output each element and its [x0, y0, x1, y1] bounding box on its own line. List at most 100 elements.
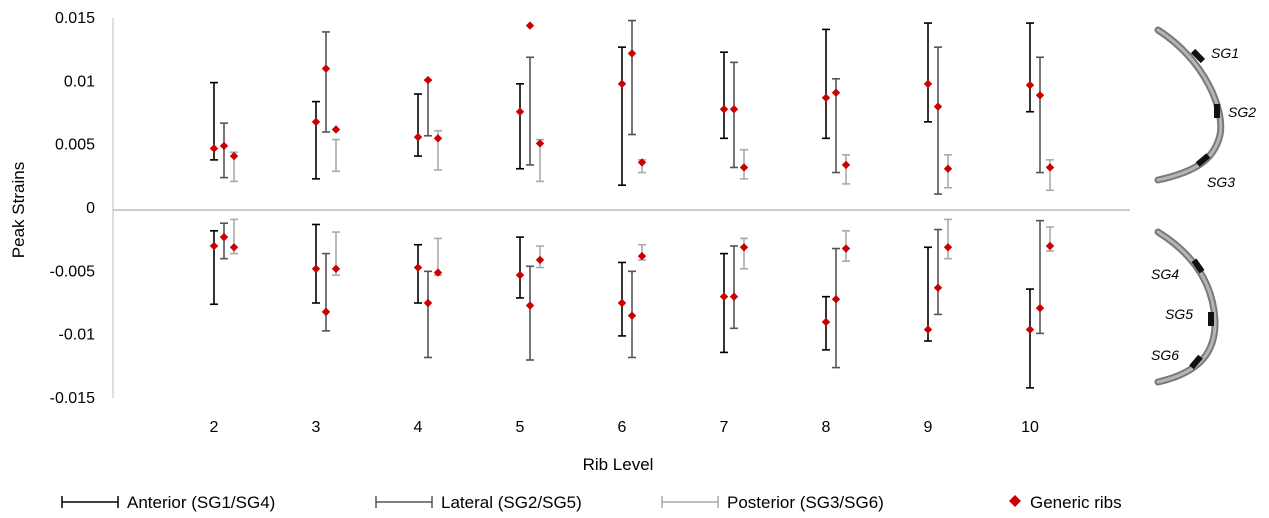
generic-rib-point: [331, 125, 341, 134]
generic-rib-point: [1045, 163, 1055, 172]
generic-rib-point: [739, 243, 749, 252]
generic-rib-point: [923, 79, 933, 89]
y-tick-label: -0.01: [59, 327, 96, 344]
y-tick-labels: 0.015 0.01 0.005 0 -0.005 -0.01 -0.015: [50, 10, 95, 407]
generic-rib-point: [1035, 91, 1045, 100]
anterior-error-bar-positive: [414, 93, 422, 157]
x-tick-label: 8: [822, 419, 831, 436]
y-tick-label: 0: [86, 200, 95, 217]
lateral-error-bar-positive: [220, 122, 228, 179]
lateral-error-bar-positive: [424, 79, 432, 137]
anterior-error-bar-positive: [312, 100, 320, 180]
lateral-error-bar-positive: [526, 56, 534, 166]
generic-rib-point: [209, 144, 219, 153]
posterior-error-bar-negative: [740, 237, 748, 270]
lateral-error-bar-positive: [1036, 56, 1044, 174]
legend-item-anterior: Anterior (SG1/SG4): [61, 493, 275, 512]
generic-rib-point: [933, 283, 943, 292]
posterior-error-bar-negative: [944, 218, 952, 260]
lateral-error-bar-positive: [934, 46, 942, 195]
sg3-gauge-marker: [1195, 153, 1211, 167]
generic-rib-point: [311, 264, 321, 273]
legend-label-anterior: Anterior (SG1/SG4): [127, 493, 275, 512]
generic-rib-point: [729, 105, 739, 114]
generic-rib-point: [515, 107, 525, 116]
y-tick-label: 0.015: [55, 10, 95, 27]
generic-rib-point: [433, 268, 443, 277]
anterior-error-bar-positive: [618, 46, 626, 186]
legend-item-lateral: Lateral (SG2/SG5): [375, 493, 582, 512]
y-tick-label: -0.015: [50, 390, 95, 407]
x-tick-label: 4: [414, 419, 423, 436]
generic-rib-point: [229, 151, 239, 161]
anterior-error-bar-negative: [516, 236, 524, 299]
lateral-error-bar-negative: [322, 252, 330, 332]
sg6-gauge-marker: [1189, 354, 1203, 370]
sg5-gauge-marker: [1208, 312, 1214, 326]
generic-rib-point: [933, 102, 943, 111]
y-tick-label: 0.005: [55, 137, 95, 154]
legend-label-lateral: Lateral (SG2/SG5): [441, 493, 582, 512]
generic-rib-point: [831, 295, 841, 304]
generic-rib-point: [841, 244, 851, 253]
generic-rib-point: [739, 163, 749, 172]
generic-rib-point: [627, 49, 637, 58]
legend-label-generic-ribs: Generic ribs: [1030, 493, 1122, 512]
anterior-error-bar-positive: [1026, 22, 1034, 113]
x-tick-label: 2: [210, 419, 219, 436]
generic-rib-point: [525, 21, 535, 30]
sg2-label: SG2: [1228, 104, 1256, 120]
y-tick-label: -0.005: [50, 263, 95, 280]
generic-rib-point: [321, 64, 331, 73]
generic-rib-point: [831, 88, 841, 97]
generic-rib-point: [423, 75, 433, 85]
legend-item-posterior: Posterior (SG3/SG6): [661, 493, 884, 512]
x-tick-label: 5: [516, 419, 525, 436]
generic-rib-point: [617, 298, 627, 308]
y-tick-label: 0.01: [64, 73, 95, 90]
generic-rib-point: [729, 292, 739, 301]
rib-diagram-top: SG1 SG2 SG3: [1154, 26, 1256, 190]
generic-rib-point: [637, 251, 647, 261]
x-tick-label: 3: [312, 419, 321, 436]
generic-rib-point: [433, 134, 443, 143]
anterior-error-bar-negative: [720, 252, 728, 354]
posterior-error-bar-positive: [842, 154, 850, 185]
generic-rib-point: [209, 241, 219, 251]
generic-rib-point: [413, 263, 423, 272]
lateral-error-bar-positive: [322, 31, 330, 133]
lateral-error-bar-negative: [1036, 219, 1044, 335]
anterior-error-bar-negative: [924, 246, 932, 342]
generic-rib-point: [821, 93, 831, 102]
generic-rib-point: [219, 141, 229, 151]
generic-rib-point: [311, 117, 321, 127]
generic-rib-point: [627, 311, 637, 320]
lateral-error-bar-negative: [526, 265, 534, 361]
sg3-label: SG3: [1207, 174, 1235, 190]
legend-label-posterior: Posterior (SG3/SG6): [727, 493, 884, 512]
generic-rib-point: [219, 232, 229, 242]
sg1-gauge-marker: [1190, 48, 1206, 64]
lateral-error-bar-positive: [628, 19, 636, 136]
chart-marks: [209, 19, 1055, 389]
generic-rib-point: [637, 158, 647, 167]
x-tick-label: 6: [618, 419, 627, 436]
anterior-error-bar-positive: [720, 51, 728, 140]
generic-rib-point: [1025, 325, 1035, 334]
x-tick-label: 10: [1021, 419, 1039, 436]
sg1-label: SG1: [1211, 45, 1239, 61]
legend: Anterior (SG1/SG4) Lateral (SG2/SG5) Pos…: [61, 493, 1122, 512]
generic-rib-point: [229, 243, 239, 252]
rib-diagram-bottom: SG4 SG5 SG6: [1151, 228, 1219, 386]
generic-rib-point: [943, 243, 953, 252]
y-axis-title: Peak Strains: [9, 162, 28, 258]
lateral-error-bar-negative: [730, 245, 738, 330]
generic-rib-point: [719, 105, 729, 114]
generic-rib-point: [1035, 303, 1045, 313]
sg5-label: SG5: [1165, 306, 1193, 322]
legend-diamond-icon: [1009, 495, 1021, 507]
generic-rib-point: [821, 317, 831, 327]
x-tick-labels: 2 3 4 5 6 7 8 9 10: [210, 419, 1039, 436]
anterior-error-bar-negative: [414, 243, 422, 304]
anterior-error-bar-positive: [924, 22, 932, 123]
